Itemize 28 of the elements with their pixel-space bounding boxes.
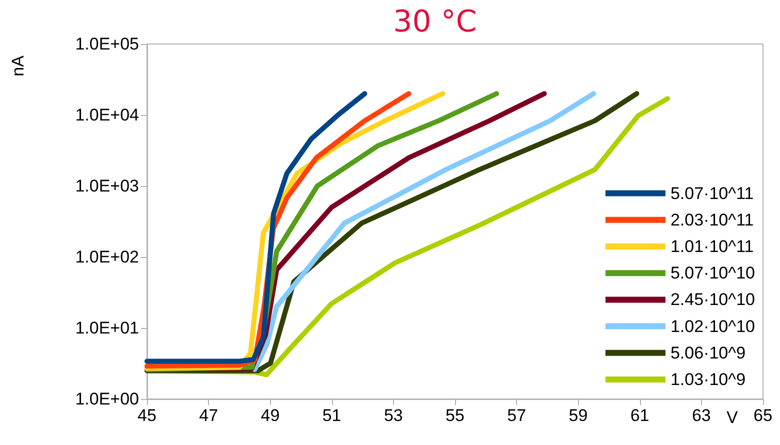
x-tick-label: 47	[199, 406, 218, 425]
x-tick-label: 57	[507, 406, 526, 425]
legend-label: 5.07·10^10	[670, 264, 756, 283]
x-tick-label: 45	[138, 406, 156, 425]
x-tick-label: 59	[568, 406, 588, 425]
chart-title: 30 °C	[393, 4, 477, 40]
legend-label: 2.03·10^11	[670, 210, 754, 230]
legend-label: 1.03·10^9	[670, 370, 746, 389]
legend-label: 5.07·10^11	[670, 184, 754, 203]
legend-label: 1.01·10^11	[670, 237, 754, 256]
y-tick-label: 1.0E+00	[75, 390, 139, 408]
y-tick-label: 1.0E+05	[75, 34, 139, 54]
x-axis-title: V	[726, 408, 739, 427]
y-tick-label: 1.0E+04	[75, 106, 139, 124]
legend-label: 2.45·10^10	[670, 290, 756, 310]
x-tick-label: 53	[384, 406, 403, 425]
y-axis-title: nA	[8, 54, 28, 76]
x-tick-label: 63	[692, 406, 711, 425]
x-tick-label: 49	[260, 406, 280, 425]
x-tick-label: 51	[322, 406, 342, 425]
legend-label: 5.06·10^9	[670, 343, 746, 362]
y-tick-label: 1.0E+02	[75, 248, 139, 266]
y-tick-label: 1.0E+01	[75, 318, 139, 338]
legend-label: 1.02·10^10	[670, 316, 756, 336]
x-tick-label: 55	[446, 406, 464, 425]
y-tick-label: 1.0E+03	[75, 176, 139, 196]
x-tick-label: 61	[630, 406, 650, 425]
x-tick-label: 65	[754, 406, 772, 425]
